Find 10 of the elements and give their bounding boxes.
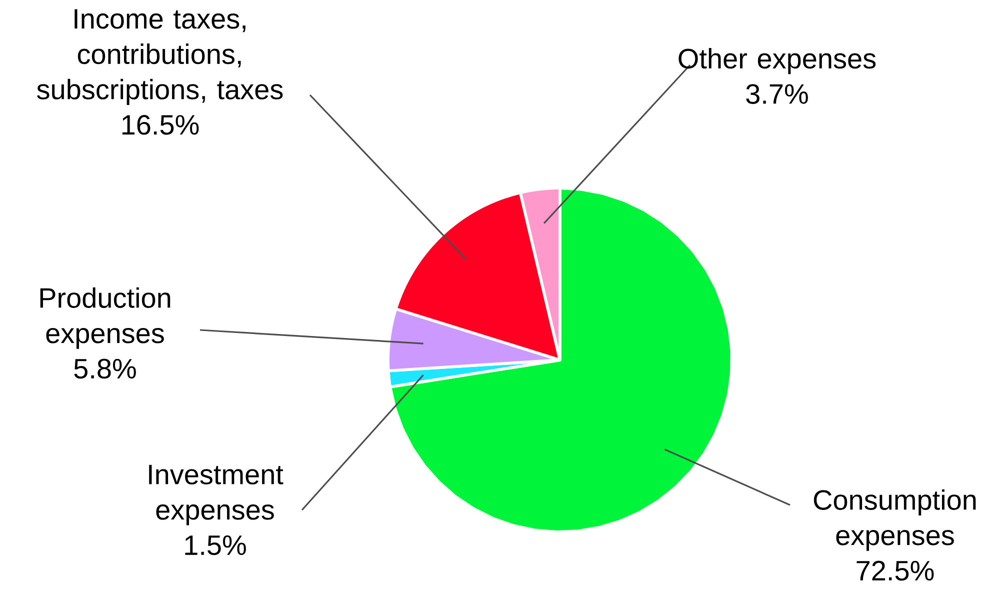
data-label: 16.5% bbox=[122, 114, 199, 135]
slice-label: Consumption expenses bbox=[814, 489, 976, 551]
slice-label: Production expenses bbox=[40, 287, 170, 349]
slice-label: Investment expenses bbox=[149, 464, 284, 526]
data-label: 1.5% bbox=[185, 535, 246, 556]
slice-label: Other expenses bbox=[678, 48, 876, 74]
data-label: 3.7% bbox=[746, 84, 808, 104]
slice-label: Income taxes, contributions, subscriptions, taxes bbox=[37, 9, 283, 105]
data-label: 5.8% bbox=[74, 358, 136, 379]
data-label: 72.5% bbox=[856, 560, 934, 581]
